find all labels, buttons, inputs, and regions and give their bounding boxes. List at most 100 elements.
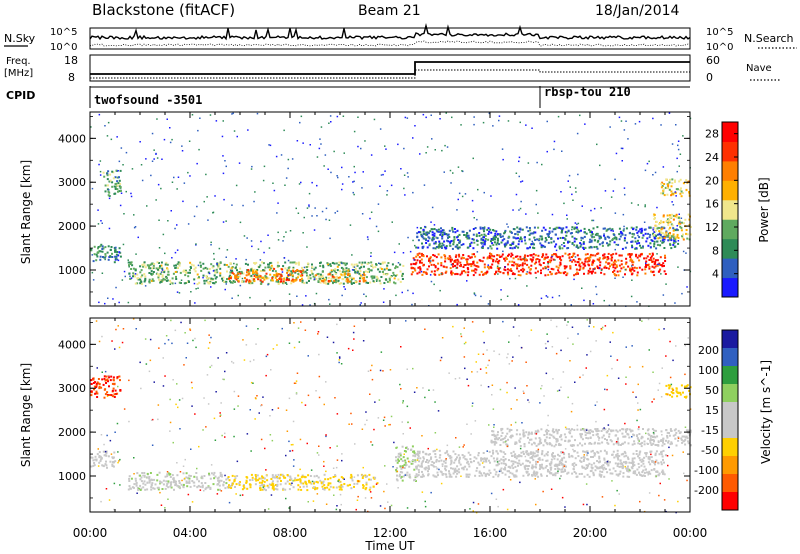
heatmap-feature — [315, 272, 367, 283]
heatmap-feature — [665, 384, 692, 399]
heatmap-feature — [415, 449, 667, 478]
nsky-tick-bottom: 10^0 — [50, 42, 77, 53]
nsearch-tick-bottom: 10^0 — [706, 42, 733, 53]
colorbar-swatch — [722, 474, 738, 493]
x-axis-title: Time UT — [364, 539, 415, 553]
cpid-panel: CPID twofsound -3501 rbsp-tou 210 — [6, 85, 690, 108]
colorbar-tick-label: -200 — [694, 484, 719, 497]
power-y-axis: 1000 2000 3000 4000 — [58, 115, 690, 293]
freq-panel: Freq. [MHz] 18 8 60 0 Nave — [4, 54, 780, 84]
power-colorbar: 4 8 12 16 20 24 28 — [705, 121, 739, 298]
heatmap-feature — [90, 375, 122, 399]
nsky-tick-top: 10^5 — [50, 27, 77, 38]
station-title: Blackstone (fitACF) — [92, 1, 235, 19]
nave-tick-top: 60 — [706, 54, 720, 67]
colorbar-tick-label: -15 — [701, 424, 719, 437]
x-tick-label: 00:00 — [73, 526, 108, 540]
date-title: 18/Jan/2014 — [595, 3, 680, 19]
nsky-panel: N.Sky 10^5 10^0 10^5 10^0 N.Search — [4, 23, 797, 53]
power-x-ticks — [89, 112, 691, 306]
colorbar-swatch — [722, 258, 738, 279]
y-tick-label: 3000 — [58, 176, 86, 189]
colorbar-swatch — [722, 438, 738, 457]
x-tick-label: 08:00 — [273, 526, 308, 540]
heatmap-feature — [660, 178, 691, 198]
nsky-label: N.Sky — [4, 32, 36, 45]
nave-label: Nave — [746, 63, 772, 74]
freq-label-line1: Freq. — [6, 56, 31, 67]
colorbar-swatch — [722, 384, 738, 403]
velocity-ylabel: Slant Range [km] — [19, 363, 33, 467]
colorbar-tick-label: 100 — [698, 364, 719, 377]
x-tick-label: 00:00 — [673, 526, 708, 540]
velocity-colorbar: 200 100 50 15 -15 -50 -100 -200 — [694, 329, 739, 511]
power-colorbar-label: Power [dB] — [757, 177, 771, 242]
velocity-y-axis: 1000 2000 3000 4000 — [58, 321, 690, 499]
heatmap-feature — [395, 445, 417, 482]
colorbar-swatch — [722, 199, 738, 220]
colorbar-swatch — [722, 141, 738, 162]
power-panel: 1000 2000 3000 4000 Slant Range [km] 4 8 12 16… — [19, 111, 771, 307]
colorbar-swatch — [722, 348, 738, 367]
power-data-layer — [90, 112, 692, 307]
colorbar-tick-label: 12 — [705, 221, 719, 234]
cpid-label: CPID — [6, 89, 35, 102]
velocity-panel: 1000 2000 3000 4000 Slant Range [km] 200 100… — [19, 317, 773, 514]
colorbar-swatch — [722, 456, 738, 475]
freq-tick-bottom: 8 — [68, 71, 75, 84]
y-tick-label: 1000 — [58, 470, 86, 483]
beam-title: Beam 21 — [358, 3, 421, 19]
colorbar-swatch — [722, 160, 738, 181]
heatmap-feature — [102, 169, 122, 197]
heatmap-feature — [490, 427, 692, 448]
nsearch-series — [89, 40, 691, 47]
colorbar-tick-label: 200 — [698, 344, 719, 357]
power-ylabel: Slant Range [km] — [19, 160, 33, 264]
nsky-series — [89, 23, 691, 41]
y-tick-label: 1000 — [58, 264, 86, 277]
colorbar-tick-label: 50 — [705, 384, 719, 397]
x-tick-label: 12:00 — [373, 526, 408, 540]
velocity-x-ticks — [89, 318, 691, 512]
heatmap-feature — [127, 471, 230, 491]
colorbar-swatch — [722, 330, 738, 349]
colorbar-tick-label: 24 — [705, 151, 719, 164]
freq-frame — [89, 54, 691, 82]
x-tick-label: 16:00 — [473, 526, 508, 540]
nsearch-label: N.Search — [744, 32, 794, 45]
freq-label-line2: [MHz] — [4, 68, 33, 79]
y-tick-label: 2000 — [58, 220, 86, 233]
colorbar-tick-label: 20 — [705, 174, 719, 187]
colorbar-tick-label: -100 — [694, 464, 719, 477]
y-tick-label: 4000 — [58, 338, 86, 351]
colorbar-swatch — [722, 238, 738, 259]
y-tick-label: 2000 — [58, 426, 86, 439]
colorbar-swatch — [722, 219, 738, 240]
heatmap-speckle — [90, 112, 692, 307]
heatmap-feature — [228, 267, 305, 283]
velocity-data-layer — [90, 318, 692, 514]
colorbar-tick-label: 4 — [712, 268, 719, 281]
nave-series — [90, 69, 690, 79]
colorbar-tick-label: 15 — [705, 404, 719, 417]
colorbar-swatch — [722, 492, 738, 511]
colorbar-swatch — [722, 122, 738, 142]
heatmap-feature — [410, 252, 667, 277]
cpid-mode-2: rbsp-tou 210 — [544, 85, 631, 99]
freq-tick-top: 18 — [64, 54, 78, 67]
heatmap-feature — [227, 473, 379, 492]
freq-series — [90, 61, 690, 75]
x-axis-labels: 00:00 04:00 08:00 12:00 16:00 20:00 00:00 — [73, 526, 708, 540]
y-tick-label: 3000 — [58, 382, 86, 395]
colorbar-tick-label: -50 — [701, 444, 719, 457]
colorbar-tick-label: 16 — [705, 198, 719, 211]
velocity-colorbar-label: Velocity [m s^-1] — [759, 360, 773, 464]
heatmap-feature — [90, 243, 122, 264]
heatmap-speckle — [95, 318, 692, 514]
colorbar-swatch — [722, 420, 738, 439]
colorbar-swatch — [722, 180, 738, 201]
colorbar-tick-label: 8 — [712, 244, 719, 257]
cpid-mode-1: twofsound -3501 — [94, 93, 202, 107]
